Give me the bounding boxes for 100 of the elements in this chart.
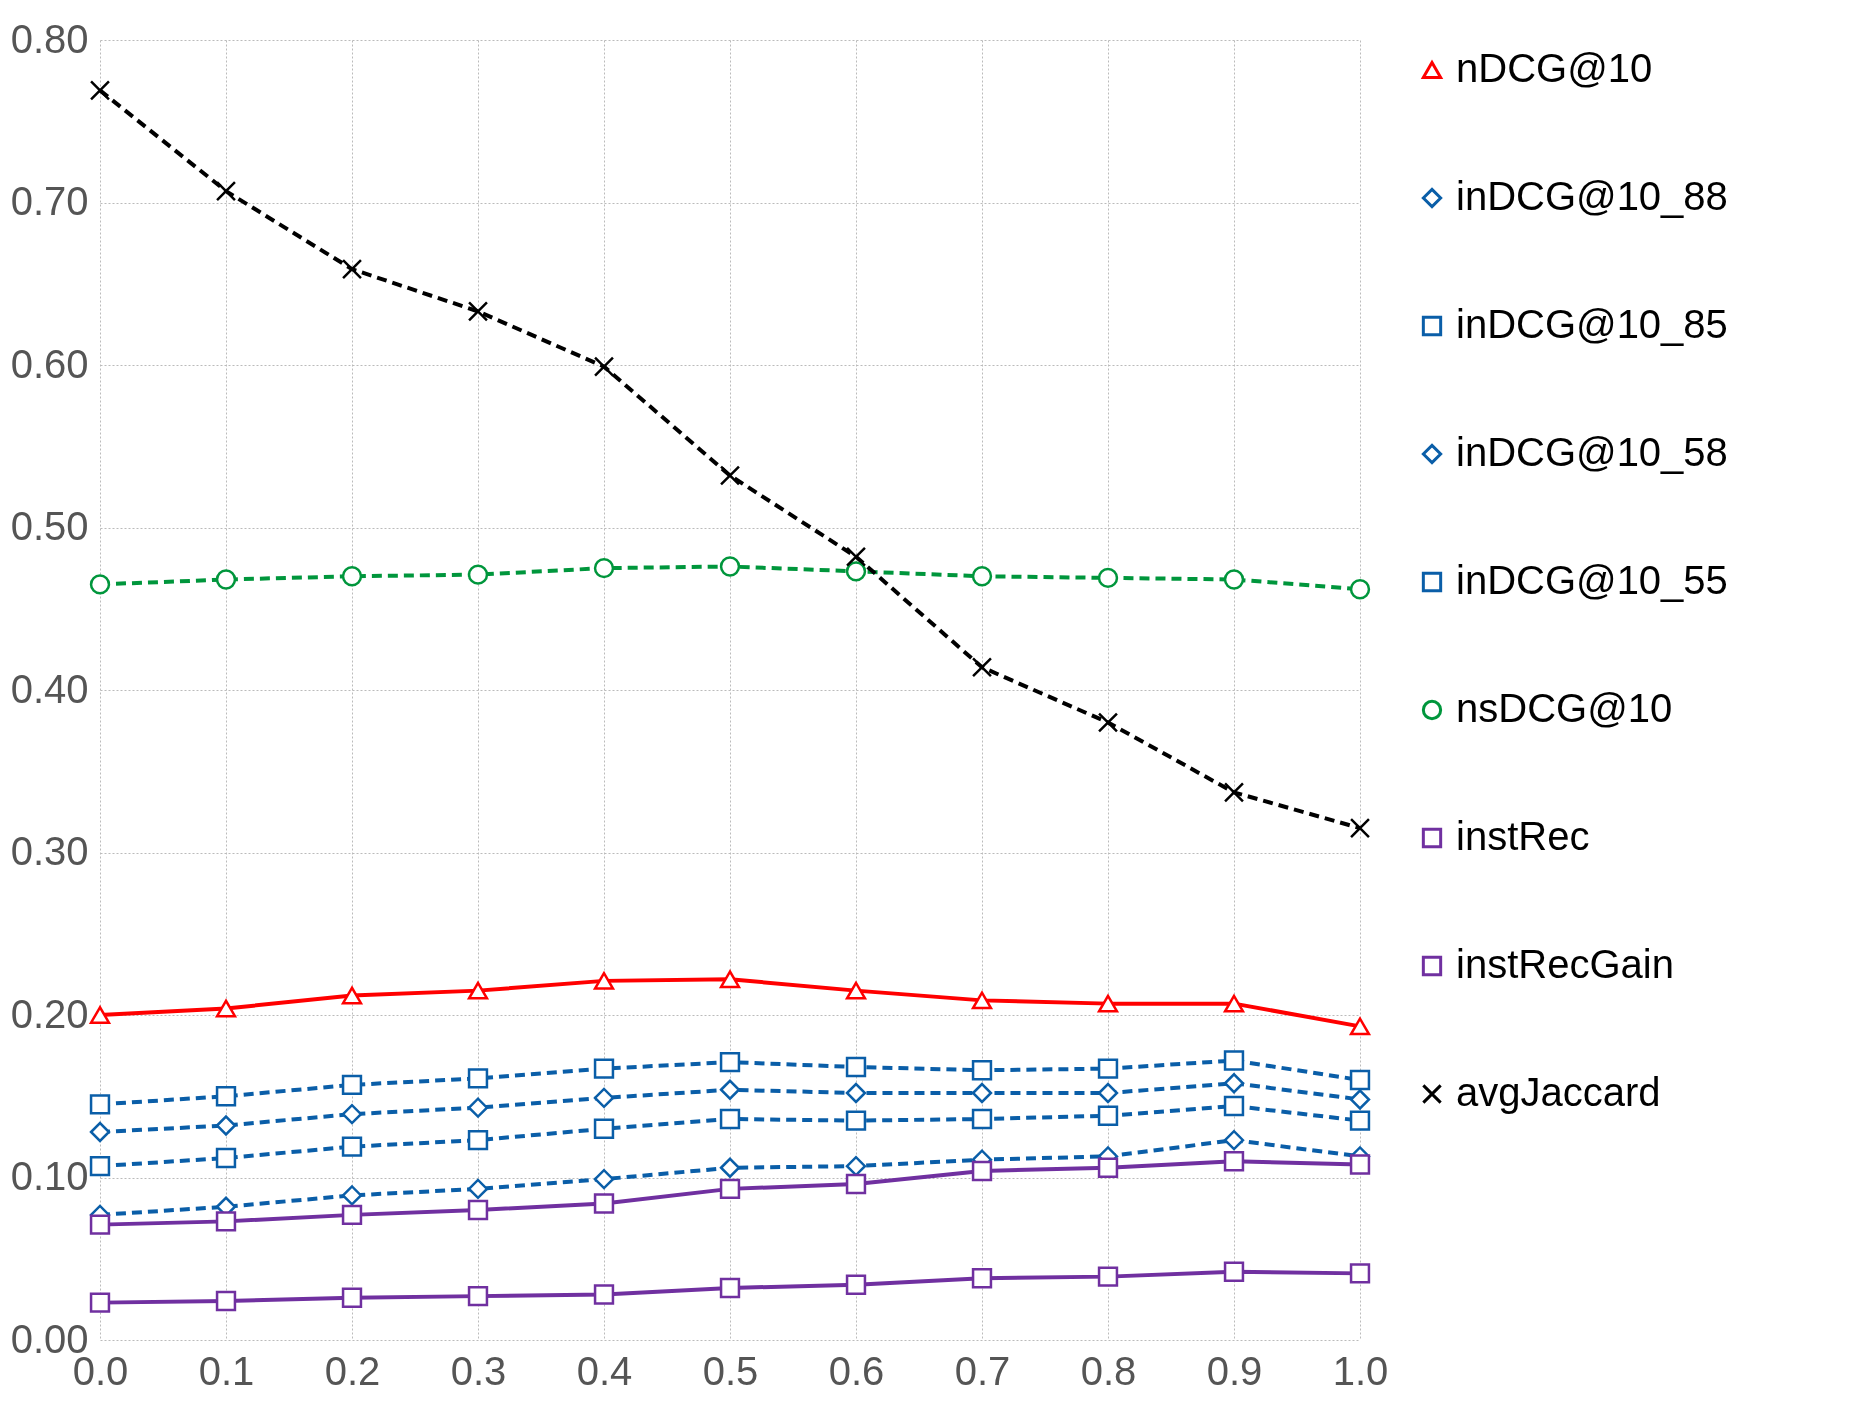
point (1097, 1058, 1119, 1079)
point (341, 1185, 363, 1206)
point (971, 566, 993, 587)
y-tick-label: 0.30 (10, 829, 89, 873)
point (593, 1087, 615, 1109)
point (215, 180, 237, 202)
point (1349, 1154, 1371, 1175)
point (719, 1079, 741, 1100)
point (1097, 1266, 1119, 1287)
x-tick-label: 0.5 (702, 1348, 759, 1393)
y-tick-label: 0.80 (10, 16, 89, 61)
x-tick-label: 0.9 (1206, 1348, 1263, 1393)
point (719, 1178, 741, 1200)
legend-label: avgJaccard (1456, 1070, 1661, 1114)
point (341, 1136, 363, 1157)
x-tick-label: 0.7 (954, 1348, 1011, 1393)
point (971, 1268, 993, 1289)
point (215, 999, 237, 1018)
point (719, 970, 741, 989)
point (971, 1108, 993, 1130)
point (1349, 1017, 1371, 1036)
point (1223, 1129, 1245, 1151)
point (1223, 1050, 1245, 1071)
x-tick-label: 0.4 (576, 1348, 633, 1393)
point (1223, 1261, 1245, 1282)
x-tick-label: 0.6 (828, 1348, 885, 1393)
point (1223, 782, 1245, 803)
point (845, 1173, 867, 1195)
point (341, 1287, 363, 1308)
point (341, 566, 363, 587)
point (845, 1155, 867, 1177)
point (467, 564, 489, 585)
x-tick-label: 0.3 (450, 1348, 507, 1393)
point (971, 1060, 993, 1081)
x-tick-label: 0.8 (1080, 1348, 1137, 1393)
point (341, 986, 363, 1005)
point (719, 1051, 741, 1073)
point (215, 1086, 237, 1107)
point (1349, 1110, 1371, 1131)
point (1349, 579, 1371, 600)
point (593, 1284, 615, 1305)
legend-label: instRec (1456, 814, 1590, 858)
point (341, 1103, 363, 1125)
point (845, 1274, 867, 1295)
point (593, 557, 615, 579)
x-tick-label: 0.1 (198, 1348, 255, 1393)
point (1223, 1151, 1245, 1172)
point (1349, 1069, 1371, 1091)
point (845, 981, 867, 1000)
point (719, 1157, 741, 1178)
x-tick-label: 0.2 (324, 1348, 381, 1393)
point (593, 1193, 615, 1214)
point (467, 1097, 489, 1118)
point (971, 1160, 993, 1182)
point (89, 1155, 111, 1177)
point (593, 1058, 615, 1079)
point (1097, 1105, 1119, 1126)
point (467, 981, 489, 1000)
point (1349, 1263, 1371, 1284)
point (1097, 1082, 1119, 1104)
y-tick-label: 0.40 (10, 666, 89, 711)
point (845, 561, 867, 582)
point (719, 465, 741, 486)
point (1223, 994, 1245, 1013)
point (1097, 994, 1119, 1013)
y-tick-label: 0.50 (10, 504, 89, 548)
point (89, 80, 111, 101)
legend-label: nDCG@10 (1456, 46, 1653, 90)
point (1223, 1095, 1245, 1117)
point (845, 1110, 867, 1131)
point (1097, 567, 1119, 589)
point (845, 1082, 867, 1104)
point (719, 1277, 741, 1299)
point (89, 1121, 111, 1143)
y-tick-label: 0.70 (10, 179, 89, 223)
point (341, 1074, 363, 1096)
point (467, 1199, 489, 1221)
point (593, 1118, 615, 1139)
point (467, 301, 489, 322)
point (89, 574, 111, 595)
point (971, 1082, 993, 1104)
legend-label: inDCG@10_85 (1456, 302, 1728, 346)
point (593, 356, 615, 377)
y-tick-label: 0.20 (10, 991, 89, 1036)
point (467, 1178, 489, 1200)
point (1223, 1073, 1245, 1094)
x-tick-label: 1.0 (1332, 1348, 1389, 1393)
point (215, 1290, 237, 1312)
point (341, 258, 363, 280)
point (1223, 569, 1245, 590)
point (1349, 1089, 1371, 1110)
point (215, 1211, 237, 1232)
point (341, 1204, 363, 1226)
point (1349, 817, 1371, 839)
point (215, 1147, 237, 1169)
point (467, 1129, 489, 1151)
point (89, 1094, 111, 1115)
legend-label: instRecGain (1456, 942, 1674, 986)
point (719, 1108, 741, 1130)
point (467, 1068, 489, 1089)
